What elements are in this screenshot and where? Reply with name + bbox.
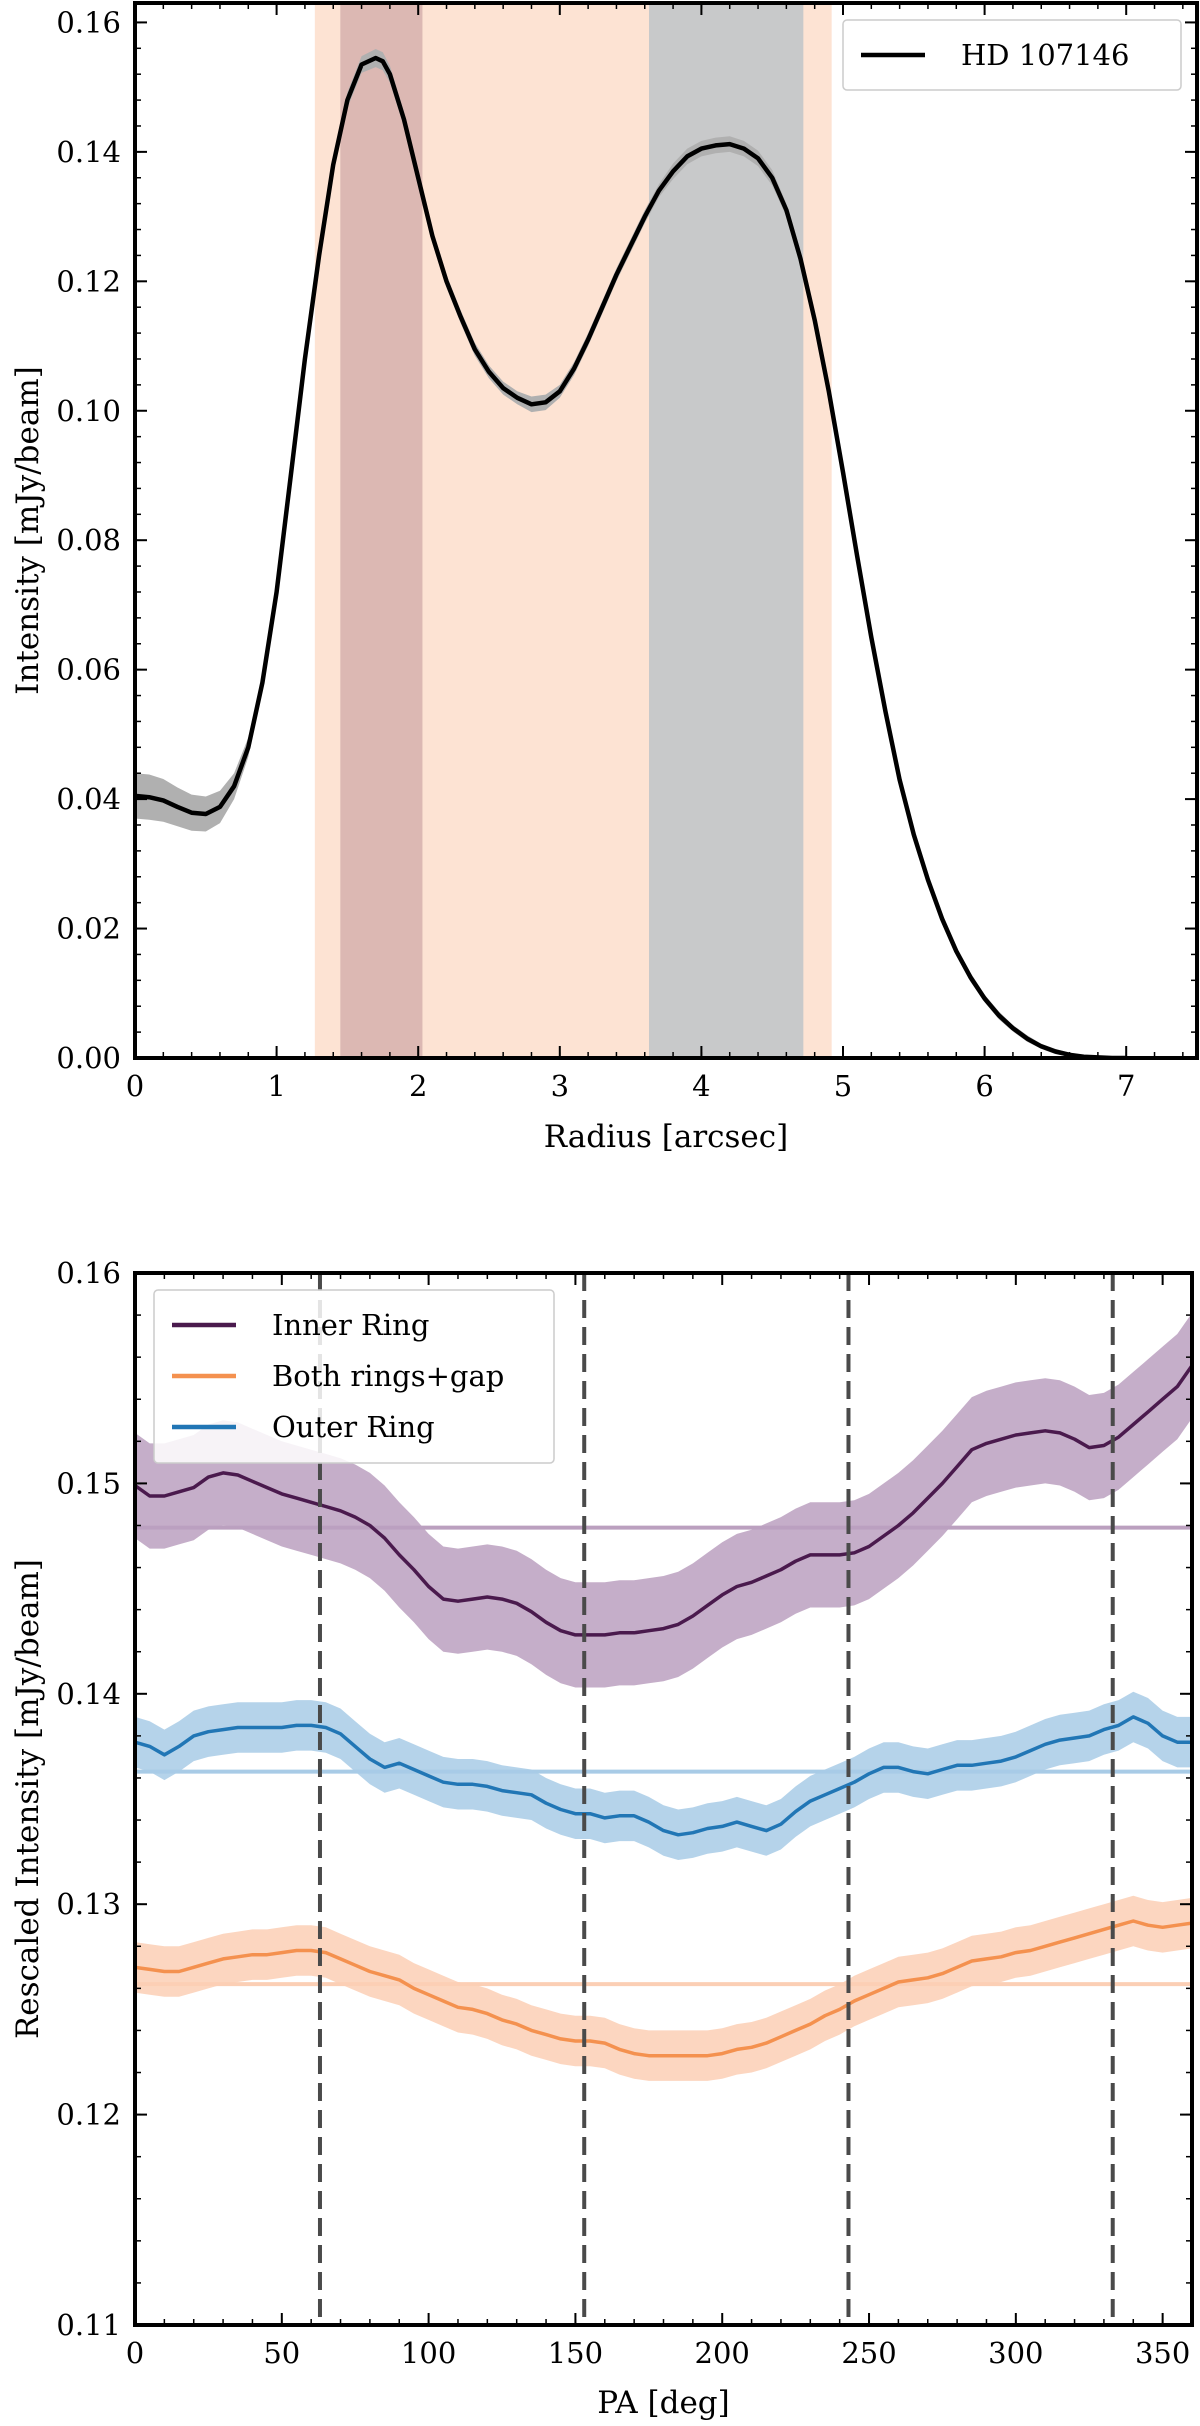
azimuthal-profile-chart: 0 50 100 150 200 250 300 350 0.11 0.12 0.13 0.14 0.1… <box>10 1256 1194 2421</box>
axes-frame <box>133 1 1199 1060</box>
y-tick-label: 0.14 <box>56 135 121 169</box>
x-tick-label: 300 <box>988 2336 1043 2370</box>
y-tick-label: 0.16 <box>56 5 121 39</box>
y-tick-label: 0.12 <box>56 264 121 298</box>
legend-label-hd-107146: HD 107146 <box>961 38 1129 72</box>
x-tick-label: 350 <box>1135 2336 1190 2370</box>
y-tick-label: 0.12 <box>56 2098 121 2132</box>
y-tick-label: 0.15 <box>56 1466 121 1500</box>
radial-profile-chart: 0 1 2 3 4 5 6 7 0.00 0.02 0.04 0.06 0.08 0.10 0.12 0.14… <box>10 1 1199 1155</box>
x-tick-label: 1 <box>267 1069 285 1103</box>
inner-ring-line <box>135 1364 1192 1637</box>
y-tick-label: 0.10 <box>56 394 121 428</box>
y-tick-label: 0.14 <box>56 1677 121 1711</box>
plot-area <box>135 3 1127 1058</box>
x-tick-label: 100 <box>401 2336 456 2370</box>
outer-ring-error-band <box>135 1691 1192 1860</box>
x-tick-label: 250 <box>841 2336 896 2370</box>
legend-label-both-rings-gap: Both rings+gap <box>272 1359 504 1393</box>
plot-area <box>135 1273 1192 2325</box>
y-tick-label: 0.04 <box>56 782 121 816</box>
y-tick-label: 0.16 <box>56 1256 121 1290</box>
inner-ring-band <box>340 3 423 1058</box>
y-axis-label: Rescaled Intensity [mJy/beam] <box>10 1559 46 2039</box>
y-tick-label: 0.06 <box>56 653 121 687</box>
x-tick-label: 4 <box>692 1069 710 1103</box>
y-axis-label: Intensity [mJy/beam] <box>10 366 46 695</box>
legend: HD 107146 <box>842 19 1182 91</box>
legend: Inner Ring Both rings+gap Outer Ring <box>153 1289 555 1464</box>
y-tick-label: 0.11 <box>56 2308 121 2342</box>
axes-frame <box>133 1271 1194 2327</box>
x-tick-label: 50 <box>263 2336 300 2370</box>
legend-box <box>153 1289 555 1464</box>
x-tick-label: 150 <box>548 2336 603 2370</box>
x-axis-label: Radius [arcsec] <box>544 1119 789 1155</box>
inner-ring-error-band <box>135 1313 1192 1688</box>
x-axis-label: PA [deg] <box>597 2385 729 2421</box>
hd-107146-line <box>135 55 1127 1058</box>
x-tick-label: 5 <box>834 1069 852 1103</box>
x-tick-label: 200 <box>695 2336 750 2370</box>
legend-label-inner-ring: Inner Ring <box>272 1308 429 1342</box>
y-tick-label: 0.02 <box>56 912 121 946</box>
both-rings-gap-error-band <box>135 1895 1192 2081</box>
outer-ring-band <box>649 3 804 1058</box>
y-tick-label: 0.00 <box>56 1041 121 1075</box>
x-tick-label: 3 <box>551 1069 569 1103</box>
x-tick-label: 0 <box>126 2336 144 2370</box>
y-tick-label: 0.08 <box>56 523 121 557</box>
legend-box <box>842 19 1182 91</box>
x-tick-label: 7 <box>1117 1069 1135 1103</box>
x-tick-label: 2 <box>409 1069 427 1103</box>
x-tick-label: 6 <box>975 1069 993 1103</box>
both-rings-gap-line <box>135 1919 1192 2058</box>
outer-ring-line <box>135 1715 1192 1837</box>
x-tick-label: 0 <box>126 1069 144 1103</box>
y-tick-label: 0.13 <box>56 1887 121 1921</box>
legend-label-outer-ring: Outer Ring <box>272 1410 435 1444</box>
